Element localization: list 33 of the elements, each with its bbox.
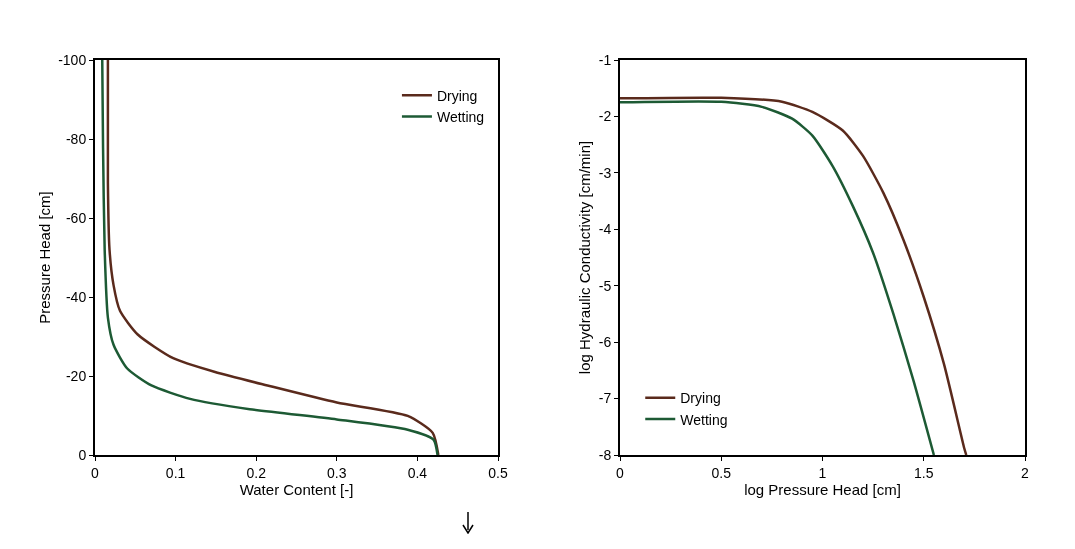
y-tick-label: -3 [598, 164, 612, 181]
y-tick-label: -4 [598, 221, 612, 238]
y-tick-label: -80 [65, 130, 87, 147]
x-tick-label: 0.3 [327, 464, 347, 481]
x-tick-label: 1.5 [914, 464, 934, 481]
legend-label: Drying [436, 87, 478, 104]
y-tick-label: -60 [65, 209, 87, 226]
x-axis-title: Water Content [-] [239, 480, 354, 498]
legend-label: Wetting [436, 109, 485, 126]
x-tick-label: 1 [818, 464, 827, 481]
x-tick-label: 2 [1021, 464, 1030, 481]
y-tick-label: -20 [65, 367, 87, 384]
y-axis-title: Pressure Head [cm] [35, 191, 53, 324]
y-tick-label: 0 [78, 446, 87, 463]
legend-label: Drying [680, 390, 721, 407]
y-axis-title: log Hydraulic Conductivity [cm/min] [576, 140, 594, 375]
x-tick-label: 0.4 [407, 464, 428, 481]
y-tick-label: -5 [598, 277, 612, 294]
x-tick-label: 0.5 [711, 464, 732, 481]
y-tick-label: -1 [598, 51, 612, 68]
x-tick-label: 0 [91, 464, 100, 481]
y-tick-label: -2 [598, 108, 612, 125]
y-tick-label: -40 [65, 288, 87, 305]
y-tick-label: -8 [598, 446, 612, 463]
x-tick-label: 0.1 [165, 464, 186, 481]
legend-label: Wetting [680, 411, 728, 428]
y-tick-label: -6 [598, 334, 612, 351]
x-axis-title: log Pressure Head [cm] [744, 480, 901, 498]
y-tick-label: -7 [598, 390, 612, 407]
y-tick-label: -100 [58, 51, 87, 68]
x-tick-label: 0 [616, 464, 625, 481]
x-tick-label: 0.5 [488, 464, 508, 481]
x-tick-label: 0.2 [246, 464, 267, 481]
